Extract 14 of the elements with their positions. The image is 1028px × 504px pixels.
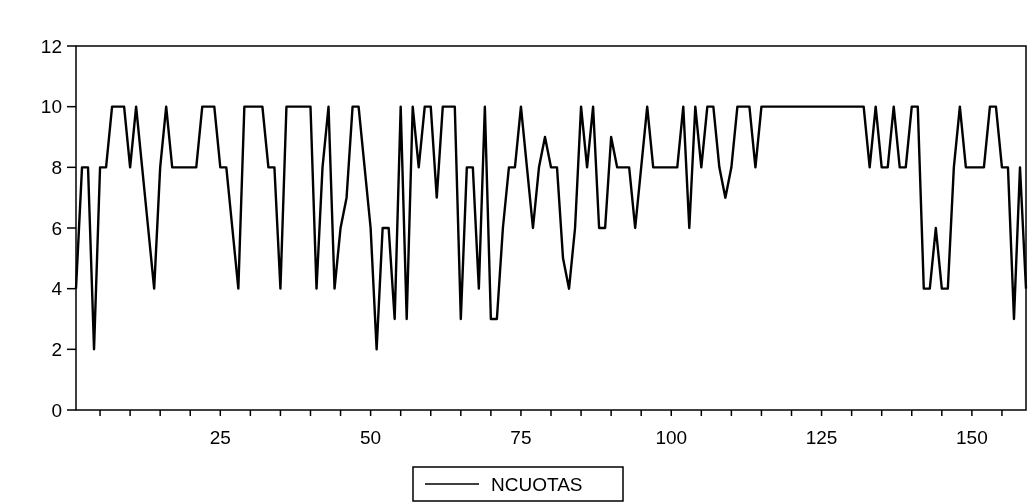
x-tick-label: 125	[805, 427, 838, 448]
y-tick-label: 12	[40, 35, 62, 57]
x-tick-label: 150	[956, 427, 988, 448]
y-tick-label: 8	[51, 156, 62, 178]
x-tick-label: 100	[655, 427, 688, 448]
y-tick-label: 4	[51, 278, 63, 300]
y-tick-label: 2	[51, 338, 62, 360]
x-tick-label: 25	[209, 427, 231, 448]
y-tick-label: 6	[51, 217, 62, 239]
y-tick-label: 0	[51, 399, 62, 421]
x-tick-label: 75	[510, 427, 532, 448]
x-tick-label: 50	[360, 427, 382, 448]
legend-label: NCUOTAS	[491, 473, 583, 495]
y-tick-label: 10	[40, 96, 62, 118]
